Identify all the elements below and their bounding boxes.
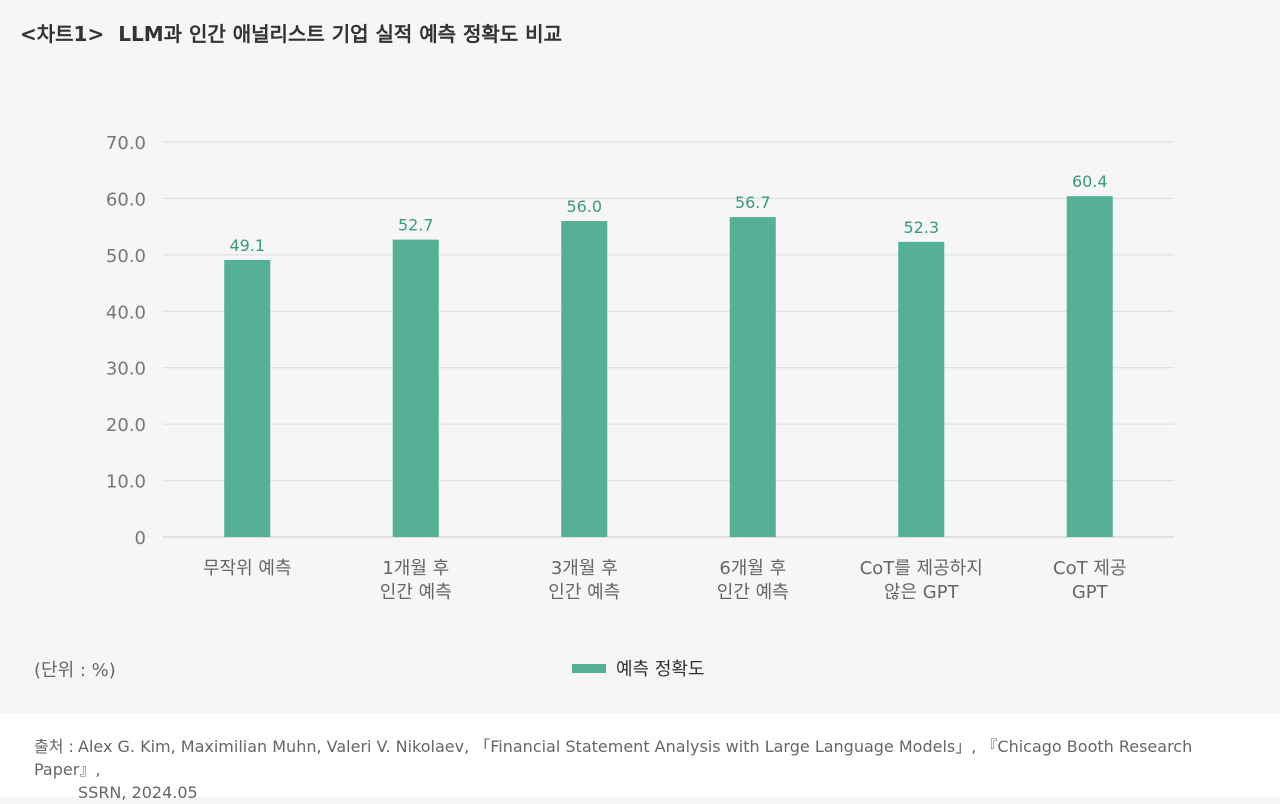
y-tick-label: 60.0 <box>106 189 146 210</box>
x-tick-label: CoT를 제공하지 <box>860 558 983 579</box>
source-label: 출처 : <box>34 737 74 756</box>
bar <box>561 221 608 537</box>
y-tick-label: 40.0 <box>106 302 146 323</box>
x-tick-label: 인간 예측 <box>548 582 620 603</box>
bar <box>1066 196 1113 537</box>
bar-chart: 0 10.0 20.0 30.0 40.0 50.0 60.0 70.0 49.1 무작위 예측 5… <box>106 133 1174 603</box>
data-label: 52.7 <box>398 216 434 235</box>
bar <box>224 259 271 537</box>
y-tick-label: 10.0 <box>106 472 146 493</box>
source-citation: 출처 : Alex G. Kim, Maximilian Muhn, Valeri… <box>34 735 1254 804</box>
y-tick-label: 30.0 <box>106 359 146 380</box>
chart-number: <차트1> <box>20 22 105 46</box>
legend-label: 예측 정확도 <box>616 659 705 680</box>
source-line-1: Alex G. Kim, Maximilian Muhn, Valeri V. … <box>34 737 1193 779</box>
x-tick-label: GPT <box>1072 582 1109 603</box>
data-label: 52.3 <box>903 218 939 237</box>
data-label: 60.4 <box>1072 172 1108 191</box>
x-tick-label: 3개월 후 <box>551 558 618 579</box>
bar <box>898 241 945 537</box>
x-tick-label: 않은 GPT <box>884 582 960 603</box>
legend: 예측 정확도 <box>572 655 705 681</box>
chart-title-text: LLM과 인간 애널리스트 기업 실적 예측 정확도 비교 <box>118 22 562 46</box>
x-tick-label: CoT 제공 <box>1053 558 1126 579</box>
y-tick-label: 70.0 <box>106 133 146 154</box>
y-tick-label: 0 <box>135 528 146 549</box>
x-tick-label: 인간 예측 <box>717 582 789 603</box>
data-label: 56.0 <box>566 197 602 216</box>
legend-swatch <box>572 663 606 673</box>
data-label: 56.7 <box>735 193 771 212</box>
x-tick-label: 인간 예측 <box>380 582 452 603</box>
bar <box>392 239 439 537</box>
y-tick-label: 20.0 <box>106 415 146 436</box>
x-tick-label: 6개월 후 <box>719 558 786 579</box>
bar <box>729 217 776 538</box>
x-tick-label: 1개월 후 <box>382 558 449 579</box>
data-label: 49.1 <box>229 236 265 255</box>
y-tick-label: 50.0 <box>106 246 146 267</box>
source-line-2: SSRN, 2024.05 <box>78 783 198 802</box>
source-footer: 출처 : Alex G. Kim, Maximilian Muhn, Valeri… <box>0 713 1280 802</box>
unit-label: (단위 : %) <box>34 660 116 681</box>
x-tick-label: 무작위 예측 <box>203 558 292 579</box>
chart-title: <차트1> LLM과 인간 애널리스트 기업 실적 예측 정확도 비교 <box>20 18 562 47</box>
